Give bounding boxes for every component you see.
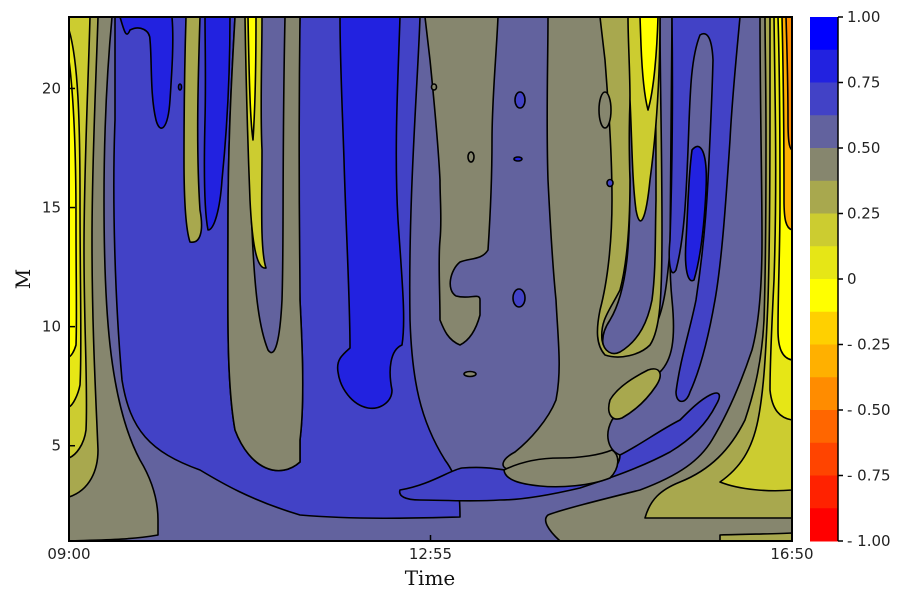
contour-left-bright [69,59,78,358]
contour-orange-deep-right [785,17,792,151]
y-tick-label: 5 [51,437,61,455]
colorbar-band [810,344,838,378]
colorbar-band [810,180,838,214]
contour-island-9 [514,91,526,109]
colorbar-tick-label: 0.50 [847,139,880,157]
colorbar-tick-label: - 0.50 [847,401,891,419]
contour-olive-middle [424,17,499,346]
contour-olive-lower-blob [607,368,661,420]
x-tick-label: 12:55 [409,545,452,563]
colorbar-tick-label: 0.25 [847,205,880,223]
x-axis: 09:00 12:55 16:50 [47,535,814,563]
colorbar-band [810,246,838,280]
contour-olive-left-small [183,17,203,243]
plot-area [69,17,792,541]
colorbar-tick-label: 1.00 [847,8,880,26]
x-tick-label: 09:00 [47,545,90,563]
colorbar-tick-label: 0.75 [847,74,880,92]
colorbar-band [810,115,838,149]
colorbar-band [810,311,838,345]
y-tick-label: 10 [42,318,61,336]
colorbar-band [810,410,838,444]
colorbar-band [810,17,838,51]
contour-blue-right [668,17,741,403]
colorbar-band [810,475,838,509]
contour-island-4 [606,178,614,188]
colorbar-tick-label: - 0.25 [847,336,891,354]
y-axis: 5 10 15 20 [42,79,75,455]
colorbar-band [810,49,838,83]
contour-deep-blue-center [336,17,405,410]
contour-island-8 [598,91,612,129]
colorbar-band [810,148,838,182]
contour-olive-lower-right [503,449,619,488]
contour-island-7 [177,83,183,91]
x-axis-title: Time [405,566,456,590]
contour-island-3 [513,156,523,162]
contour-island-6 [430,83,438,91]
contour-olive-right-lower [544,17,792,541]
colorbar-band [810,279,838,313]
contour-olive-central-pocket [227,17,304,472]
y-axis-title: M [11,269,35,289]
contour-deep-blue-right [684,145,708,282]
contour-yellow-sliver [247,17,257,141]
contour-island-5 [467,151,475,163]
colorbar-band [810,377,838,411]
colorbar-band [810,213,838,247]
x-tick-label: 16:50 [770,545,813,563]
contour-blue-upper-mid [203,17,231,231]
colorbar: 1.00 0.75 0.50 0.25 0 - 0.25 - 0.50 - 0.75 - 1.0… [810,8,891,550]
y-tick-label: 20 [42,79,61,97]
contour-island-1 [512,288,526,308]
colorbar-band [810,442,838,476]
contour-bottom-right-sliver [719,532,792,541]
colorbar-band [810,82,838,116]
contour-yellow-mid-bright [639,17,659,111]
colorbar-band [810,508,838,542]
contour-island-2 [463,370,477,378]
contour-blue-left-deep [119,17,174,129]
y-tick-label: 15 [42,199,61,217]
colorbar-tick-label: - 1.00 [847,532,891,550]
contour-regions [69,17,792,541]
colorbar-tick-label: 0 [847,270,857,288]
colorbar-tick-label: - 0.75 [847,467,891,485]
contour-olive-right-band [644,17,792,519]
